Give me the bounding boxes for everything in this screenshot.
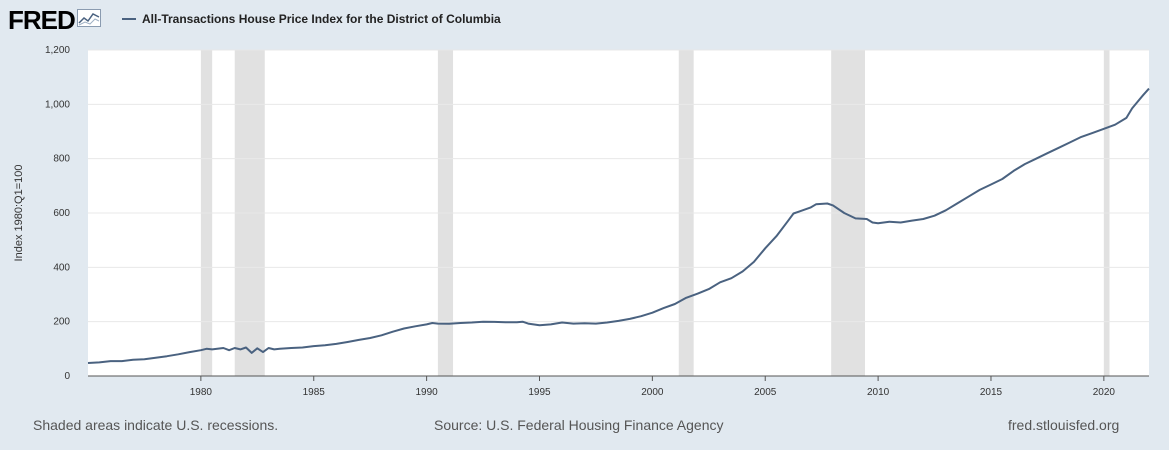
legend-label: All-Transactions House Price Index for t… xyxy=(142,12,501,26)
y-tick-label: 400 xyxy=(53,262,70,273)
legend-swatch xyxy=(122,18,136,20)
y-tick-label: 0 xyxy=(64,371,70,382)
x-tick-label: 2005 xyxy=(754,387,777,398)
y-tick-label: 200 xyxy=(53,317,70,328)
y-tick-label: 1,000 xyxy=(45,99,70,110)
x-tick-label: 2015 xyxy=(980,387,1003,398)
x-tick-label: 1980 xyxy=(190,387,213,398)
x-tick-label: 1995 xyxy=(528,387,551,398)
x-tick-label: 1990 xyxy=(415,387,438,398)
recession-note: Shaded areas indicate U.S. recessions. xyxy=(33,417,279,433)
source-text: Source: U.S. Federal Housing Finance Age… xyxy=(434,417,724,433)
x-tick-label: 2020 xyxy=(1093,387,1116,398)
x-axis-ticks: 1980 1985 1990 1995 2000 2005 2010 2015 2020 xyxy=(190,376,1116,398)
line-chart-icon xyxy=(76,8,101,32)
fred-url-link[interactable]: fred.stlouisfed.org xyxy=(1008,417,1120,433)
x-tick-label: 2000 xyxy=(641,387,664,398)
fred-logo[interactable]: FRED xyxy=(8,6,101,34)
series-line xyxy=(87,87,1150,364)
y-axis-ticks: 0 200 400 600 800 1,000 1,200 xyxy=(45,45,70,382)
y-tick-label: 800 xyxy=(53,154,70,165)
gridlines xyxy=(88,49,1149,377)
y-axis-title: Index 1980:Q1=100 xyxy=(13,165,25,262)
y-tick-label: 1,200 xyxy=(45,45,70,56)
y-tick-label: 600 xyxy=(53,208,70,219)
x-tick-label: 1985 xyxy=(303,387,326,398)
series-layer xyxy=(87,87,1150,364)
chart-legend: All-Transactions House Price Index for t… xyxy=(122,12,501,26)
fred-logo-text: FRED xyxy=(8,5,76,35)
x-tick-label: 2010 xyxy=(867,387,890,398)
